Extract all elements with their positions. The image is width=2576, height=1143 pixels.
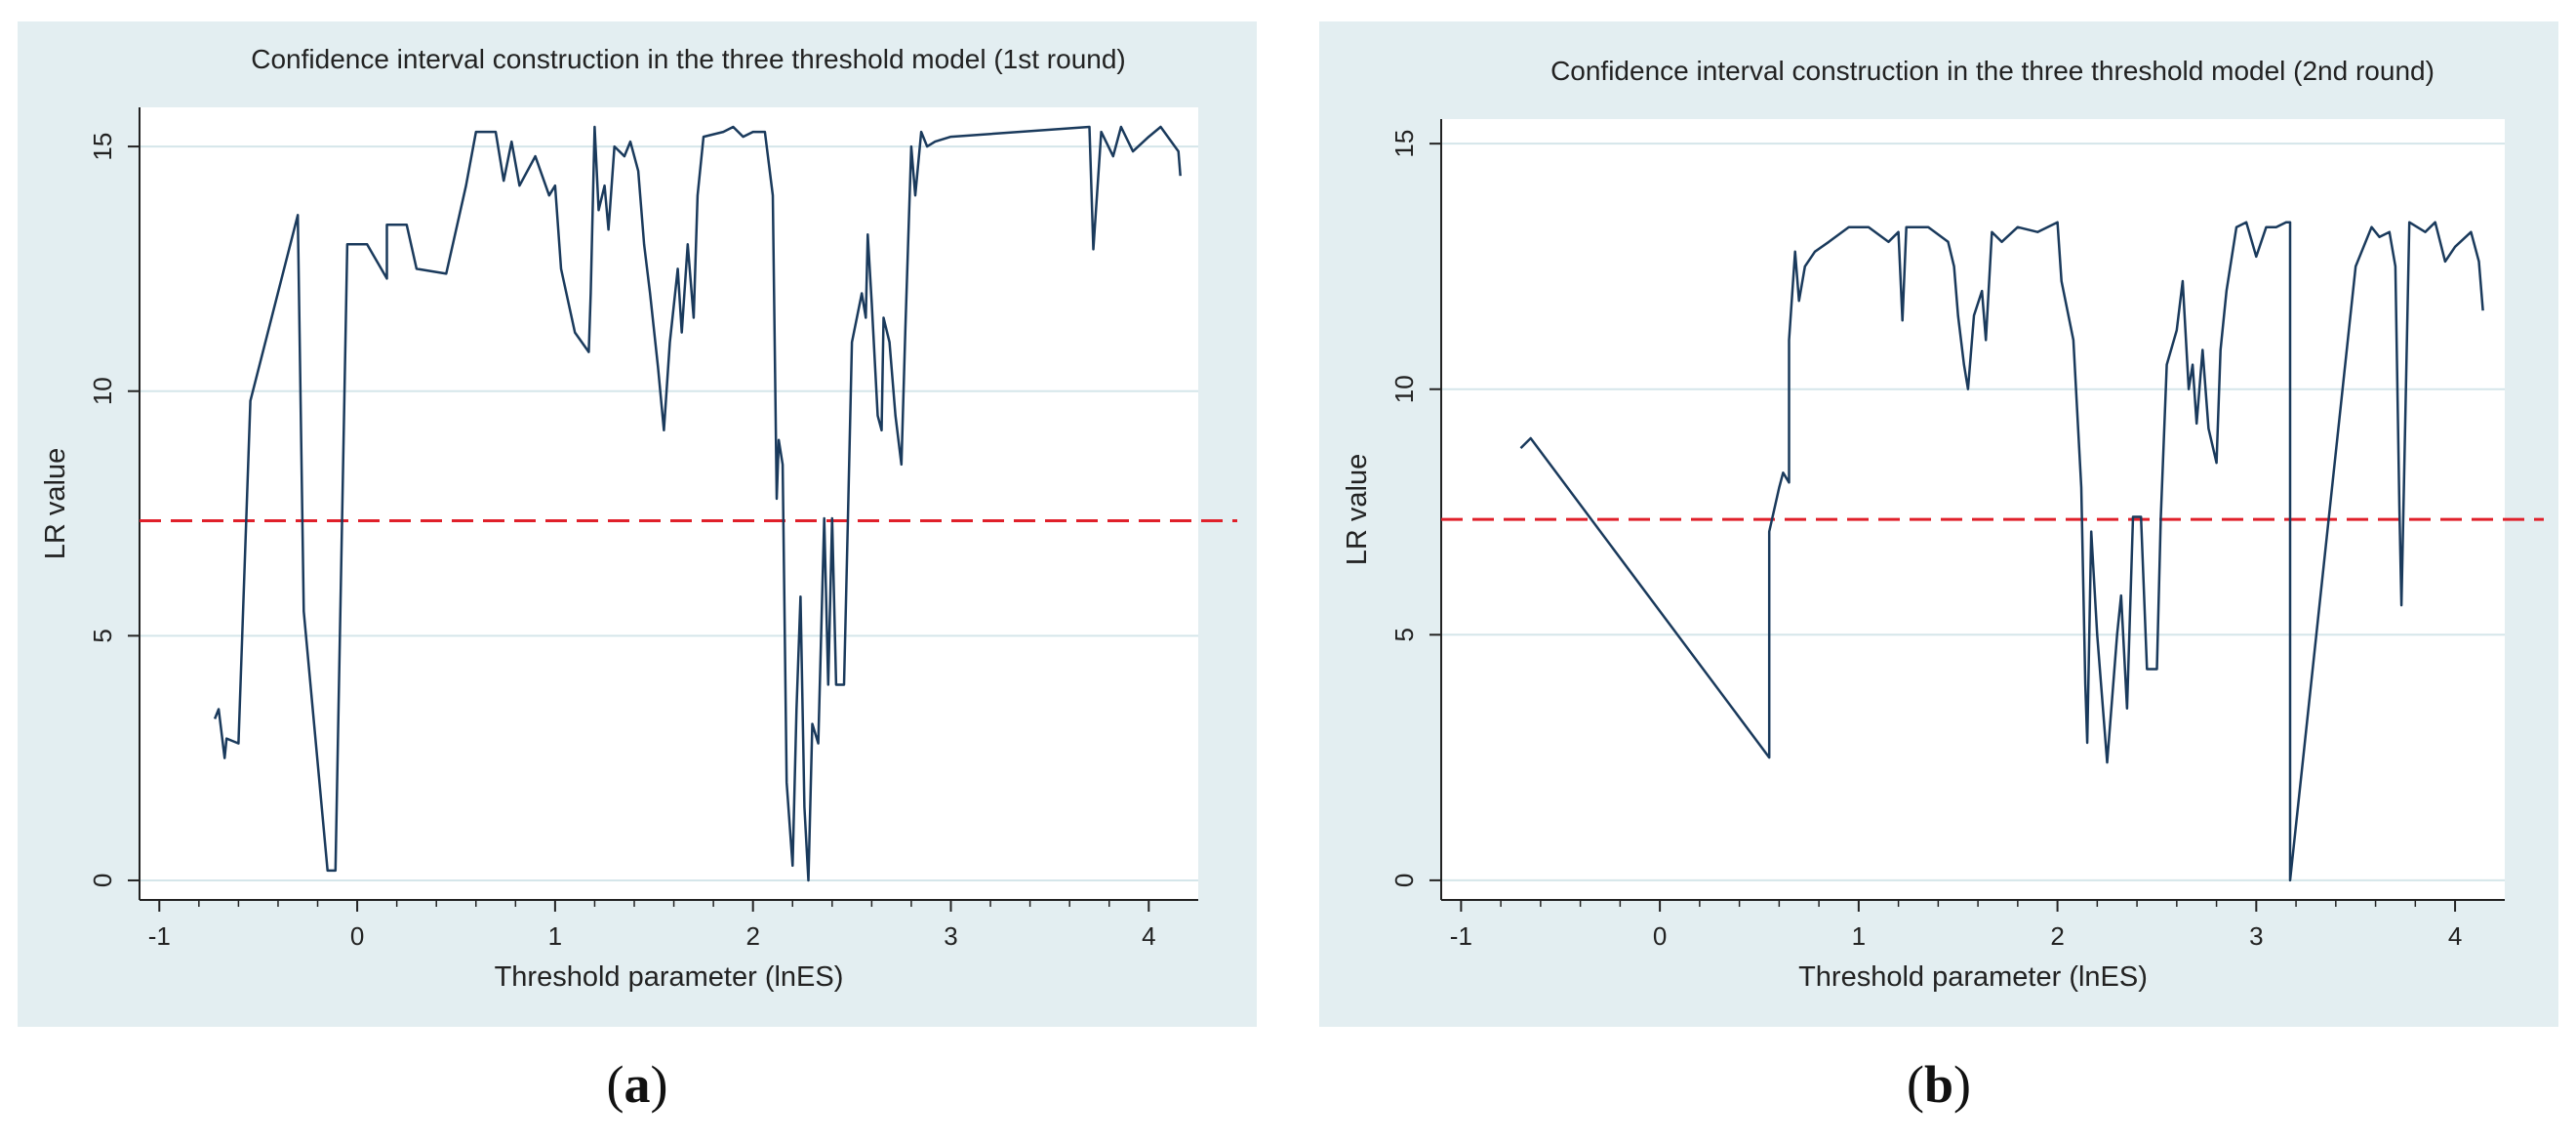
x-tick-label-4: 3 <box>944 921 957 951</box>
x-tick-label-2: 1 <box>1852 921 1866 951</box>
y-axis-label: LR value <box>40 448 71 559</box>
series-line-0 <box>213 125 1182 882</box>
x-axis-label: Threshold parameter (lnES) <box>495 961 844 993</box>
y-tick-label-2: 10 <box>88 377 117 405</box>
x-tick-label-1: 0 <box>350 921 364 951</box>
series-line-0 <box>1519 221 2484 882</box>
y-tick-label-0: 0 <box>1389 874 1419 887</box>
y-tick-label-0: 0 <box>88 874 117 887</box>
y-tick-label-3: 15 <box>88 133 117 161</box>
y-tick-label-3: 15 <box>1389 130 1419 158</box>
chart-title: Confidence interval construction in the … <box>251 44 1126 74</box>
y-axis-label: LR value <box>1342 454 1373 565</box>
caption-a: (a) <box>606 1055 668 1114</box>
x-tick-label-0: -1 <box>1450 921 1472 951</box>
chart-a: 0 5 10 15 -1 0 1 2 3 4 Confidence interval constru… <box>18 21 1257 1027</box>
chart-panel-b: 0 5 10 15 -1 0 1 2 3 4 Confidence interval constru… <box>1319 21 2558 1027</box>
x-tick-label-5: 4 <box>2448 921 2462 951</box>
x-tick-label-2: 1 <box>548 921 562 951</box>
plot-area <box>1441 119 2505 900</box>
y-tick-label-1: 5 <box>1389 628 1419 641</box>
x-tick-label-4: 3 <box>2249 921 2263 951</box>
chart-title: Confidence interval construction in the … <box>1550 56 2435 86</box>
x-tick-label-3: 2 <box>745 921 759 951</box>
y-tick-label-1: 5 <box>88 629 117 642</box>
x-tick-label-5: 4 <box>1142 921 1155 951</box>
x-axis-label: Threshold parameter (lnES) <box>1798 961 2148 993</box>
caption-b: (b) <box>1906 1055 1971 1114</box>
y-tick-label-2: 10 <box>1389 375 1419 403</box>
x-tick-label-0: -1 <box>148 921 171 951</box>
chart-b: 0 5 10 15 -1 0 1 2 3 4 Confidence interval constru… <box>1319 21 2558 1027</box>
x-tick-label-3: 2 <box>2050 921 2064 951</box>
plot-area <box>140 107 1198 900</box>
x-tick-label-1: 0 <box>1653 921 1667 951</box>
chart-panel-a: 0 5 10 15 -1 0 1 2 3 4 Confidence interval constru… <box>18 21 1257 1027</box>
